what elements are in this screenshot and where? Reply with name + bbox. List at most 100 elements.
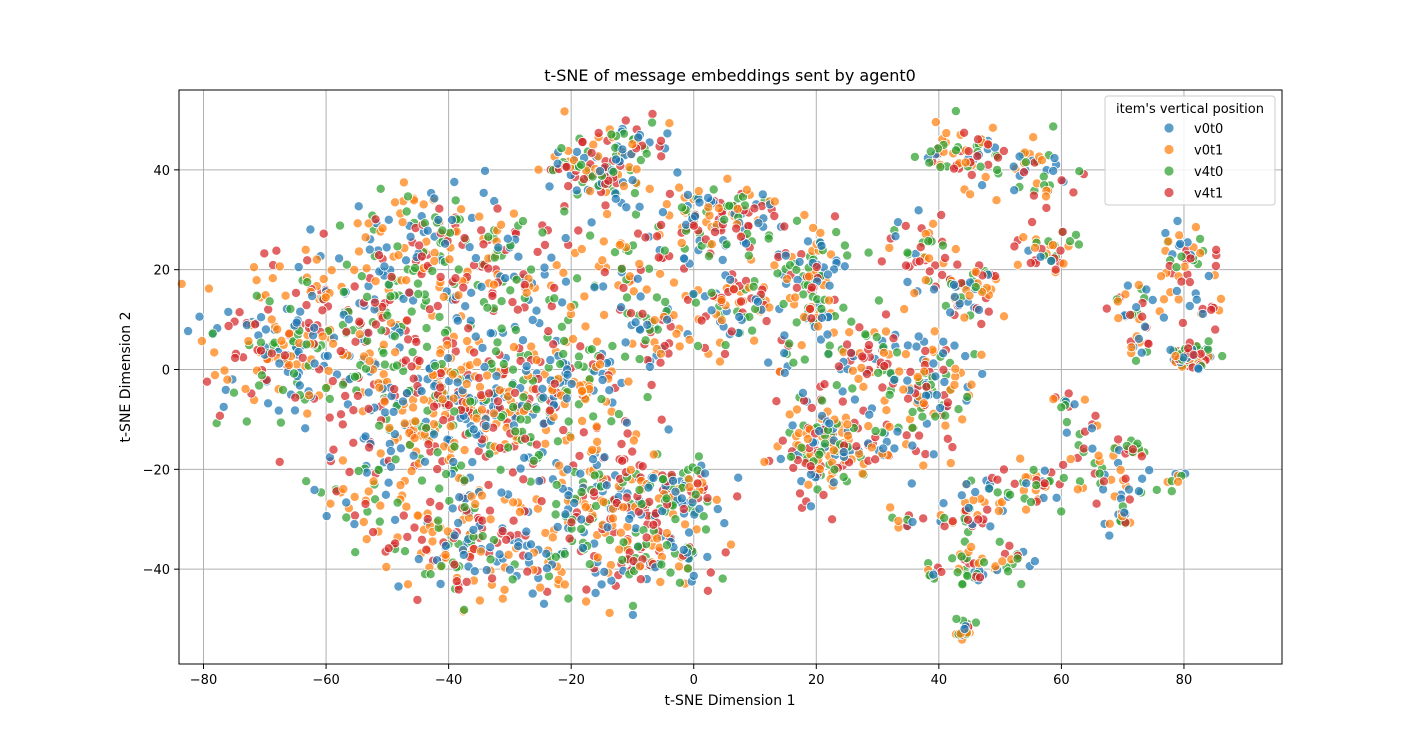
point-v0t1 — [266, 314, 277, 325]
point-v4t1 — [599, 267, 610, 278]
point-v4t0 — [892, 347, 903, 358]
point-v0t1 — [222, 374, 233, 385]
point-v4t1 — [914, 256, 925, 267]
point-v0t0 — [1131, 302, 1142, 313]
point-v0t0 — [1104, 530, 1115, 541]
point-v4t0 — [334, 220, 345, 231]
point-v4t1 — [963, 514, 974, 525]
point-v4t1 — [484, 505, 495, 516]
point-v4t0 — [1071, 229, 1082, 240]
x-tick-label: −60 — [312, 673, 339, 688]
point-v0t1 — [919, 366, 930, 377]
point-v0t0 — [663, 424, 674, 435]
point-v0t0 — [601, 480, 612, 491]
point-v4t1 — [389, 384, 400, 395]
point-v4t0 — [613, 409, 624, 420]
point-v4t1 — [1057, 226, 1068, 237]
point-v0t0 — [907, 440, 918, 451]
point-v4t1 — [507, 297, 518, 308]
point-v0t1 — [940, 420, 951, 431]
point-v4t1 — [640, 232, 651, 243]
point-v4t1 — [921, 381, 932, 392]
point-v4t1 — [864, 340, 875, 351]
point-v0t0 — [970, 487, 981, 498]
point-v4t0 — [585, 230, 596, 241]
legend-box — [1104, 95, 1276, 206]
point-v0t1 — [508, 342, 519, 353]
point-v4t1 — [266, 348, 277, 359]
point-v4t1 — [771, 396, 782, 407]
point-v4t0 — [341, 512, 352, 523]
point-v0t1 — [389, 197, 400, 208]
point-v4t0 — [507, 574, 518, 585]
point-v4t0 — [994, 536, 1005, 547]
point-v4t1 — [324, 412, 335, 423]
point-v4t0 — [909, 151, 920, 162]
point-v4t1 — [1078, 443, 1089, 454]
point-v4t1 — [360, 498, 371, 509]
y-tick-label: 0 — [162, 364, 170, 379]
point-v0t1 — [716, 315, 727, 326]
point-v0t1 — [474, 211, 485, 222]
point-v0t0 — [753, 217, 764, 228]
point-v4t1 — [411, 336, 422, 347]
point-v0t1 — [966, 379, 977, 390]
point-v0t1 — [592, 336, 603, 347]
point-v0t1 — [1018, 232, 1029, 243]
point-v0t1 — [828, 445, 839, 456]
point-v0t0 — [521, 361, 532, 372]
point-v0t1 — [453, 290, 464, 301]
point-v0t1 — [592, 436, 603, 447]
point-v4t1 — [558, 425, 569, 436]
point-v0t1 — [377, 223, 388, 234]
point-v4t0 — [465, 396, 476, 407]
point-v4t0 — [628, 600, 639, 611]
point-v4t0 — [951, 145, 962, 156]
point-v0t0 — [496, 487, 507, 498]
point-v0t1 — [393, 250, 404, 261]
point-v4t1 — [301, 300, 312, 311]
point-v0t1 — [843, 430, 854, 441]
point-v0t0 — [938, 348, 949, 359]
point-v4t0 — [720, 340, 731, 351]
point-v4t1 — [404, 287, 415, 298]
point-v4t1 — [348, 405, 359, 416]
point-v0t0 — [621, 202, 632, 213]
legend: item's vertical position v0t0 v0t1 v4t0 v4t… — [1104, 95, 1276, 206]
point-v0t0 — [349, 519, 360, 530]
point-v4t1 — [1206, 304, 1217, 315]
point-v4t1 — [425, 496, 436, 507]
point-v0t0 — [956, 490, 967, 501]
point-v0t0 — [452, 377, 463, 388]
point-v0t1 — [353, 246, 364, 257]
point-v4t1 — [769, 210, 780, 221]
point-v4t0 — [1026, 497, 1037, 508]
point-v0t0 — [460, 301, 471, 312]
point-v4t0 — [563, 593, 574, 604]
point-v4t1 — [1185, 253, 1196, 264]
point-v4t0 — [285, 303, 296, 314]
point-v4t1 — [450, 273, 461, 284]
point-v4t0 — [511, 274, 522, 285]
point-v4t1 — [263, 304, 274, 315]
point-v4t0 — [555, 359, 566, 370]
x-tick-label: 80 — [1176, 673, 1193, 688]
point-v0t1 — [1156, 271, 1167, 282]
x-tick-label: −20 — [557, 673, 584, 688]
point-v4t0 — [1048, 121, 1059, 132]
point-v0t1 — [716, 295, 727, 306]
point-v4t1 — [993, 152, 1004, 163]
legend-title: item's vertical position — [1116, 102, 1264, 117]
point-v0t1 — [965, 189, 976, 200]
point-v4t1 — [577, 136, 588, 147]
point-v0t1 — [991, 195, 1002, 206]
point-v0t0 — [446, 214, 457, 225]
point-v4t1 — [518, 474, 529, 485]
point-v0t0 — [611, 154, 622, 165]
point-v4t1 — [656, 135, 667, 146]
point-v4t0 — [792, 215, 803, 226]
point-v4t1 — [626, 308, 637, 319]
point-v4t1 — [337, 419, 348, 430]
point-v0t0 — [938, 498, 949, 509]
point-v4t0 — [449, 441, 460, 452]
